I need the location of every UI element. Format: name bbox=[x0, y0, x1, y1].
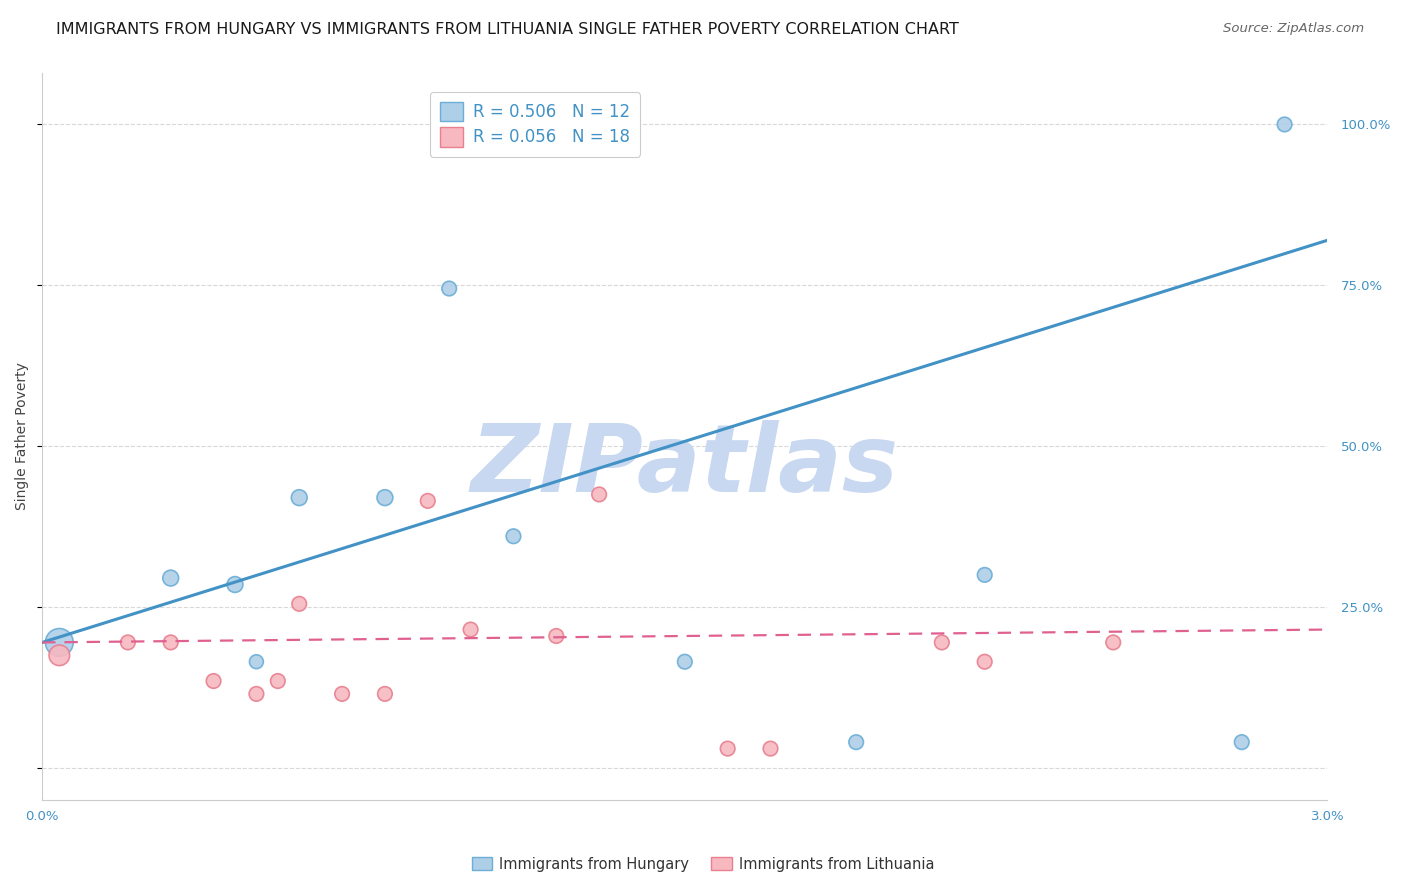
Point bbox=[202, 673, 225, 688]
Point bbox=[267, 673, 290, 688]
Text: IMMIGRANTS FROM HUNGARY VS IMMIGRANTS FROM LITHUANIA SINGLE FATHER POVERTY CORRE: IMMIGRANTS FROM HUNGARY VS IMMIGRANTS FR… bbox=[56, 22, 959, 37]
Legend: R = 0.506   N = 12, R = 0.056   N = 18: R = 0.506 N = 12, R = 0.056 N = 18 bbox=[430, 92, 640, 157]
Point bbox=[717, 741, 740, 756]
Y-axis label: Single Father Poverty: Single Father Poverty bbox=[15, 362, 30, 510]
Point bbox=[437, 281, 460, 295]
Point bbox=[224, 577, 246, 591]
Point bbox=[288, 597, 311, 611]
Point bbox=[245, 687, 267, 701]
Point bbox=[931, 635, 953, 649]
Text: Source: ZipAtlas.com: Source: ZipAtlas.com bbox=[1223, 22, 1364, 36]
Point bbox=[973, 567, 995, 582]
Point bbox=[546, 629, 568, 643]
Point bbox=[759, 741, 782, 756]
Legend: Immigrants from Hungary, Immigrants from Lithuania: Immigrants from Hungary, Immigrants from… bbox=[465, 851, 941, 878]
Text: ZIPatlas: ZIPatlas bbox=[471, 419, 898, 512]
Point bbox=[288, 491, 311, 505]
Point bbox=[588, 487, 610, 501]
Point bbox=[973, 655, 995, 669]
Point bbox=[502, 529, 524, 543]
Point bbox=[416, 494, 439, 508]
Point bbox=[117, 635, 139, 649]
Point bbox=[1102, 635, 1125, 649]
Point bbox=[48, 635, 70, 649]
Point bbox=[330, 687, 353, 701]
Point bbox=[245, 655, 267, 669]
Point bbox=[673, 655, 696, 669]
Point bbox=[460, 623, 482, 637]
Point bbox=[159, 571, 181, 585]
Point bbox=[845, 735, 868, 749]
Point bbox=[374, 687, 396, 701]
Point bbox=[159, 635, 181, 649]
Point bbox=[1230, 735, 1253, 749]
Point bbox=[1274, 118, 1296, 132]
Point bbox=[48, 648, 70, 663]
Point bbox=[374, 491, 396, 505]
